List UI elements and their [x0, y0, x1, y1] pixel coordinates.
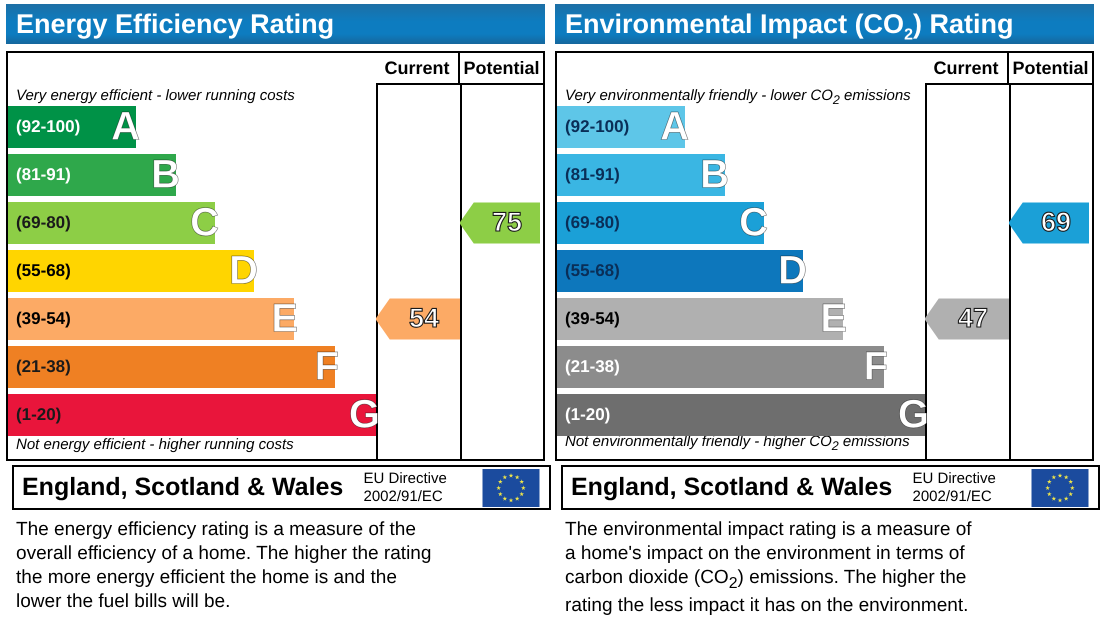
svg-text:69: 69 — [1041, 207, 1071, 237]
svg-text:47: 47 — [958, 303, 988, 333]
svg-text:75: 75 — [492, 207, 522, 237]
svg-text:54: 54 — [409, 303, 439, 333]
